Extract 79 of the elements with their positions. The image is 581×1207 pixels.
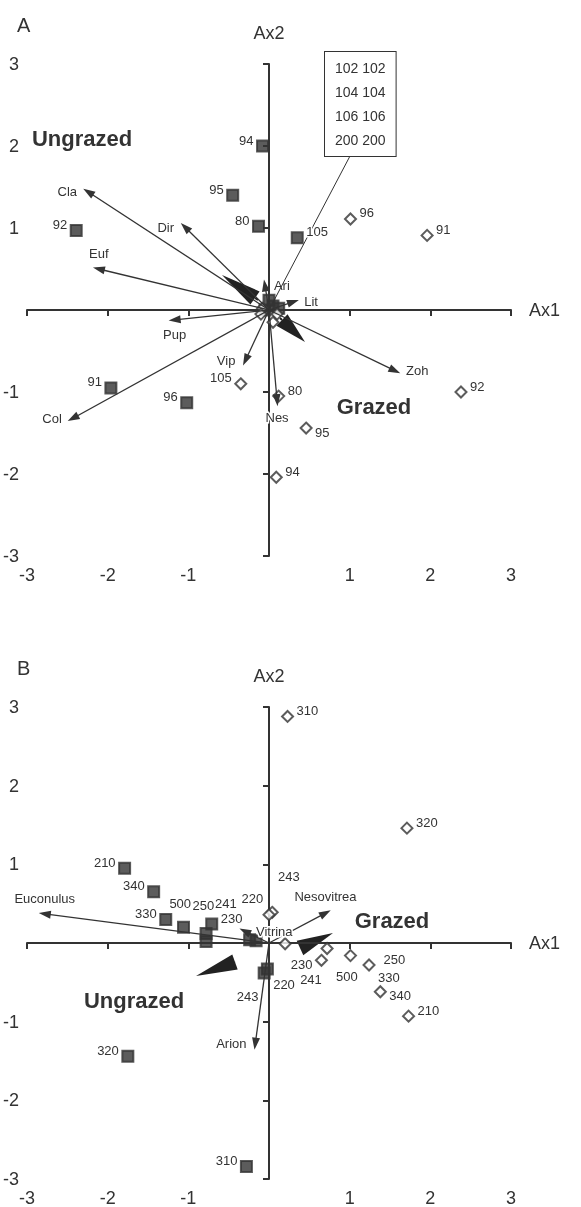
- annotation: Ungrazed: [83, 987, 185, 1013]
- x-tick-label: 1: [344, 1188, 355, 1207]
- y-tick-label: 1: [8, 218, 19, 238]
- x-tick-label: 3: [505, 1188, 517, 1207]
- annotation: 220: [241, 890, 264, 906]
- x-tick-label: 1: [344, 565, 355, 585]
- annotation: 92: [52, 216, 68, 232]
- series-label: Arion: [216, 1036, 247, 1052]
- x-tick-label: 2: [425, 1188, 436, 1207]
- annotation: 330: [378, 969, 400, 985]
- annotation: 91: [436, 221, 451, 237]
- series-label: Lit: [304, 294, 319, 310]
- y-tick-label: 1: [8, 854, 19, 875]
- annotation: 210: [93, 854, 116, 870]
- x-tick-label: -1: [180, 1188, 197, 1207]
- x-axis-title: Ax1: [529, 300, 561, 320]
- annotation: 95: [209, 181, 224, 197]
- series-label: Vip: [216, 352, 236, 368]
- series-label: Euf: [89, 245, 109, 261]
- series-label: Col: [42, 410, 62, 426]
- annotation: Grazed: [336, 393, 412, 419]
- annotation: 220: [273, 977, 295, 993]
- y-axis-title: Ax2: [253, 23, 285, 43]
- annotation: 250: [383, 952, 406, 968]
- annotation: 230: [220, 910, 243, 926]
- y-tick-label: 3: [8, 697, 19, 717]
- annotation: 500: [169, 895, 192, 911]
- annotation: 320: [415, 814, 438, 830]
- series-label: Euconulus: [14, 891, 76, 907]
- annotation: 80: [235, 212, 250, 228]
- annotation: Grazed: [354, 907, 430, 933]
- y-axis-title: Ax2: [253, 666, 285, 686]
- series-label: Dir: [157, 219, 175, 235]
- annotation: 96: [163, 389, 178, 405]
- annotation: 91: [87, 374, 102, 390]
- x-axis-title: Ax1: [529, 933, 561, 953]
- x-tick-label: -2: [99, 565, 116, 585]
- annotation: 102 102 104 104 106 106 200 200: [335, 60, 386, 148]
- series-label: Pup: [163, 327, 187, 343]
- y-tick-label: 2: [8, 136, 19, 156]
- annotation: 320: [97, 1042, 119, 1058]
- annotation: 210: [417, 1002, 440, 1018]
- x-tick-label: 2: [425, 565, 436, 585]
- annotation: 96: [359, 205, 374, 221]
- annotation: 94: [285, 463, 300, 479]
- annotation: 310: [215, 1152, 238, 1168]
- series-label: Cla: [57, 184, 78, 200]
- y-tick-label: 2: [8, 775, 19, 796]
- annotation: 230: [290, 956, 313, 972]
- annotation: 95: [315, 424, 330, 440]
- y-tick-label: -1: [2, 382, 19, 402]
- series-label: Zoh: [405, 363, 429, 379]
- annotation: 92: [469, 378, 485, 394]
- annotation: 241: [300, 972, 322, 988]
- annotation: 105: [210, 370, 232, 386]
- annotation: 243: [236, 989, 259, 1005]
- annotation: 241: [215, 896, 237, 912]
- annotation: 330: [135, 905, 157, 921]
- annotation: 243: [278, 869, 300, 885]
- y-tick-label: -2: [2, 1090, 19, 1111]
- y-tick-label: -2: [2, 464, 19, 484]
- chart-title: B: [17, 657, 31, 679]
- y-tick-label: -3: [2, 546, 19, 566]
- x-tick-label: -1: [180, 565, 197, 585]
- chart-title: A: [17, 14, 31, 36]
- annotation: 500: [336, 969, 358, 985]
- annotation: Ungrazed: [31, 125, 133, 151]
- y-tick-label: -3: [2, 1169, 19, 1189]
- annotation: 250: [192, 897, 215, 913]
- y-tick-label: 3: [8, 54, 19, 74]
- annotation: 94: [239, 132, 254, 148]
- annotation: 310: [296, 702, 319, 718]
- x-tick-label: 3: [505, 565, 517, 585]
- y-tick-label: -1: [2, 1011, 19, 1032]
- annotation: 340: [389, 988, 412, 1004]
- series-label: Nesovitrea: [294, 888, 358, 904]
- x-tick-label: -2: [99, 1188, 116, 1207]
- annotation: 80: [287, 382, 303, 398]
- annotation: 340: [122, 878, 145, 894]
